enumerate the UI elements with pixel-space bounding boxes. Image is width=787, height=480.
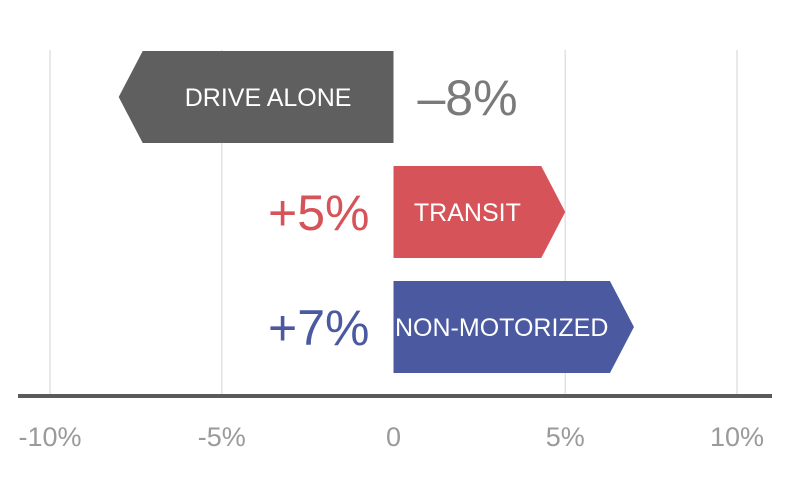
bar-non-motorized [393,281,634,373]
x-axis-ticks: -10% -5% 0 5% 10% [18,422,764,452]
x-tick-label: 0 [386,422,401,452]
bar-value-label: +5% [268,185,369,241]
bar-category-label: TRANSIT [414,199,521,227]
bar-category-label: NON-MOTORIZED [395,314,608,342]
bars: DRIVE ALONE –8% TRANSIT +5% NON-MOTORIZED +7% [118,51,634,373]
x-tick-label: 5% [546,422,585,452]
bar-drive-alone [118,51,394,143]
bar-category-label: DRIVE ALONE [185,84,352,112]
bar-value-label: +7% [268,300,369,356]
x-tick-label: -10% [18,422,81,452]
bar-transit [393,166,566,258]
x-tick-label: 10% [710,422,764,452]
bar-value-label: –8% [418,70,518,126]
x-tick-label: -5% [198,422,246,452]
